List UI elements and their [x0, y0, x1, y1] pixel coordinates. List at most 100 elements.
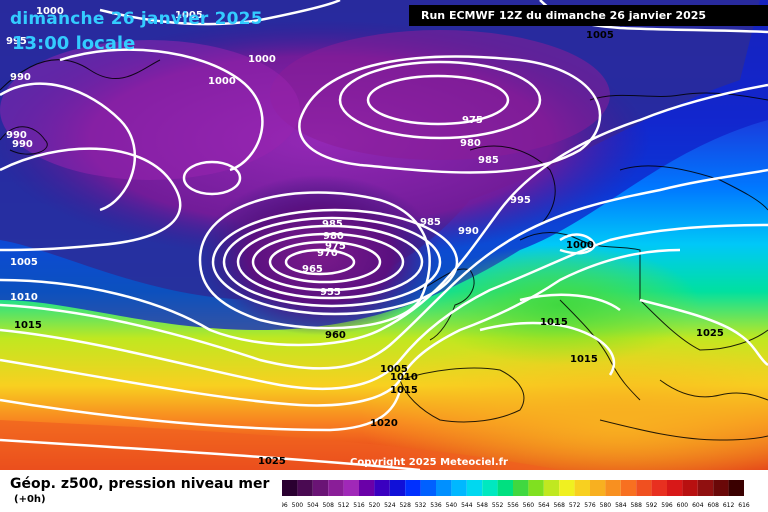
colorbar-tick: 608 — [707, 502, 719, 509]
isobar-label: 1015 — [14, 320, 42, 331]
colorbar-swatch — [605, 480, 621, 496]
isobar-label: 1015 — [540, 317, 568, 328]
colorbar-swatch — [482, 480, 498, 496]
copyright: Copyright 2025 Meteociel.fr — [350, 457, 508, 468]
isobar-label: 1025 — [258, 456, 286, 467]
weather-map: 1000995990100510001000990990975980985985… — [0, 0, 768, 470]
colorbar-tick: 616 — [738, 502, 750, 509]
isobar-label: 1000 — [566, 240, 594, 251]
colorbar-swatch — [436, 480, 452, 496]
colorbar-swatch — [574, 480, 590, 496]
colorbar-tick: 544 — [461, 502, 473, 509]
colorbar-swatch — [343, 480, 359, 496]
colorbar-tick: 536 — [430, 502, 442, 509]
colorbar-swatch — [651, 480, 667, 496]
legend-subtitle: (+0h) — [14, 494, 46, 505]
colorbar-tick: 572 — [569, 502, 581, 509]
run-info: Run ECMWF 12Z du dimanche 26 janvier 202… — [409, 5, 768, 26]
isobar-label: 1000 — [36, 6, 64, 17]
colorbar-tick: 580 — [600, 502, 612, 509]
colorbar-swatch — [590, 480, 606, 496]
isobar-label: 990 — [12, 139, 33, 150]
colorbar-swatch — [466, 480, 483, 496]
colorbar-tick: 568 — [553, 502, 565, 509]
colorbar-tick: 604 — [692, 502, 704, 509]
colorbar-swatch — [636, 480, 652, 496]
isobar-label: 1010 — [10, 292, 38, 303]
isobar-label: 955 — [320, 287, 341, 298]
colorbar-swatch — [513, 480, 529, 496]
colorbar-tick: 584 — [615, 502, 627, 509]
colorbar-tick: 496 — [282, 502, 288, 509]
forecast-date: dimanche 26 janvier 2025 — [10, 9, 263, 29]
colorbar-swatch — [420, 480, 436, 496]
isobars — [0, 0, 768, 470]
colorbar-tick: 596 — [661, 502, 673, 509]
colorbar-tick: 528 — [399, 502, 411, 509]
colorbar-tick: 504 — [307, 502, 319, 509]
isobar-label: 1005 — [175, 10, 203, 21]
colorbar-swatch — [728, 480, 744, 496]
colorbar-swatch — [312, 480, 329, 496]
colorbar-tick: 576 — [584, 502, 596, 509]
colorbar-tick: 588 — [630, 502, 642, 509]
colorbar-tick: 592 — [646, 502, 658, 509]
legend-bar: Géop. z500, pression niveau mer (+0h) 49… — [0, 470, 768, 512]
colorbar-swatch — [667, 480, 683, 496]
colorbar-swatch — [328, 480, 344, 496]
isobar-label: 960 — [325, 330, 346, 341]
colorbar-swatch — [297, 480, 313, 496]
colorbar-tick: 520 — [369, 502, 381, 509]
colorbar-tick: 612 — [723, 502, 735, 509]
colorbar-tick: 524 — [384, 502, 396, 509]
isobar-label: 1005 — [586, 30, 614, 41]
isobar-label: 1000 — [208, 76, 236, 87]
isobar-label: 980 — [323, 231, 344, 242]
legend-title: Géop. z500, pression niveau mer — [10, 476, 270, 492]
isobar-label: 1020 — [370, 418, 398, 429]
isobar-label: 1010 — [390, 372, 418, 383]
isobar-label: 1025 — [696, 328, 724, 339]
coastlines — [0, 59, 768, 441]
isobar-label: 990 — [458, 226, 479, 237]
isobar-label: 965 — [302, 264, 323, 275]
colorbar-swatch — [713, 480, 729, 496]
colorbar-tick: 564 — [538, 502, 550, 509]
colorbar-swatch — [543, 480, 560, 496]
isobar-label: 985 — [322, 219, 343, 230]
colorbar-tick: 540 — [446, 502, 458, 509]
colorbar-swatch — [497, 480, 513, 496]
colorbar-tick: 508 — [322, 502, 334, 509]
colorbar-swatch — [528, 480, 544, 496]
isobar-label: 1015 — [570, 354, 598, 365]
colorbar-tick: 600 — [677, 502, 689, 509]
colorbar-swatch — [620, 480, 637, 496]
forecast-time: 13:00 locale — [12, 33, 136, 54]
colorbar-tick: 556 — [507, 502, 519, 509]
isobar-label: 1000 — [248, 54, 276, 65]
isobar-label: 975 — [325, 241, 346, 252]
colorbar-tick: 500 — [292, 502, 304, 509]
isobar-label: 995 — [510, 195, 531, 206]
colorbar-swatch — [359, 480, 375, 496]
isobar-label: 990 — [6, 130, 27, 141]
colorbar-swatch — [282, 480, 298, 496]
colorbar-swatch — [697, 480, 714, 496]
colorbar-tick: 516 — [353, 502, 365, 509]
isobar-label: 995 — [6, 36, 27, 47]
isobar-label: 1005 — [10, 257, 38, 268]
isobar-label: 1005 — [380, 364, 408, 375]
colorbar-tick: 532 — [415, 502, 427, 509]
colorbar-tick: 548 — [476, 502, 488, 509]
colorbar-swatch — [682, 480, 698, 496]
colorbar-tick: 560 — [523, 502, 535, 509]
isobar-label: 985 — [478, 155, 499, 166]
colorbar-tick: 512 — [338, 502, 350, 509]
isobar-label: 1015 — [390, 385, 418, 396]
colorbar-swatch — [559, 480, 575, 496]
colorbar-swatch — [374, 480, 390, 496]
isobar-label: 980 — [460, 138, 481, 149]
colorbar-swatch — [405, 480, 421, 496]
colorbar-swatch — [451, 480, 467, 496]
